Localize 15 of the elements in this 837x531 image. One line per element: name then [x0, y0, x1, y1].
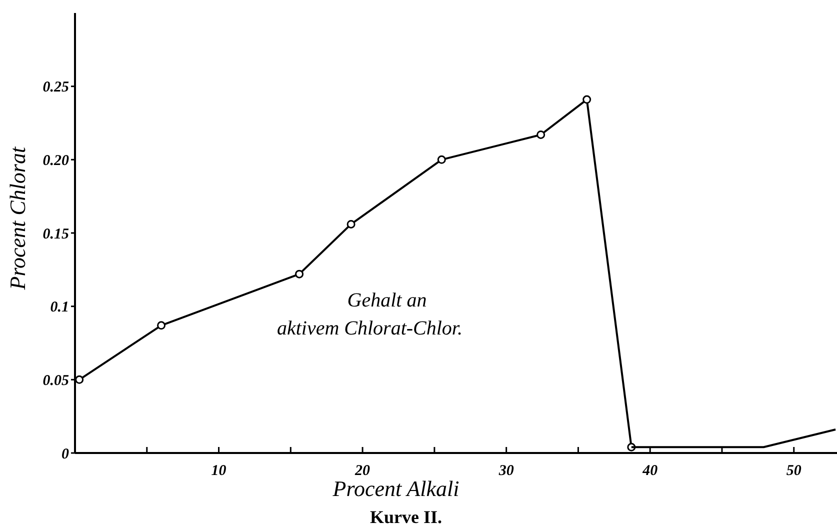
y-axis-title: Procent Chlorat [5, 146, 30, 291]
x-tick-label: 40 [642, 463, 658, 479]
y-tick-label: 0.15 [42, 226, 70, 242]
annotation: Gehalt an aktivem Chlorat-Chlor. [276, 289, 463, 340]
text: Kurve II. [370, 507, 442, 527]
y-tick-label: 0.25 [42, 80, 70, 96]
x-tick-label: 50 [786, 463, 802, 479]
x-tick-label: 10 [211, 463, 227, 479]
y-tick-label: 0.20 [42, 152, 70, 169]
x-tick-label: 20 [354, 463, 371, 479]
x-tick-label: 30 [498, 463, 514, 479]
y-tick-label: 0 [62, 446, 70, 462]
y-tick-label: 0.1 [50, 300, 69, 316]
x-axis-title: Procent Alkali [332, 476, 460, 501]
y-tick-label: 0.05 [42, 372, 70, 389]
